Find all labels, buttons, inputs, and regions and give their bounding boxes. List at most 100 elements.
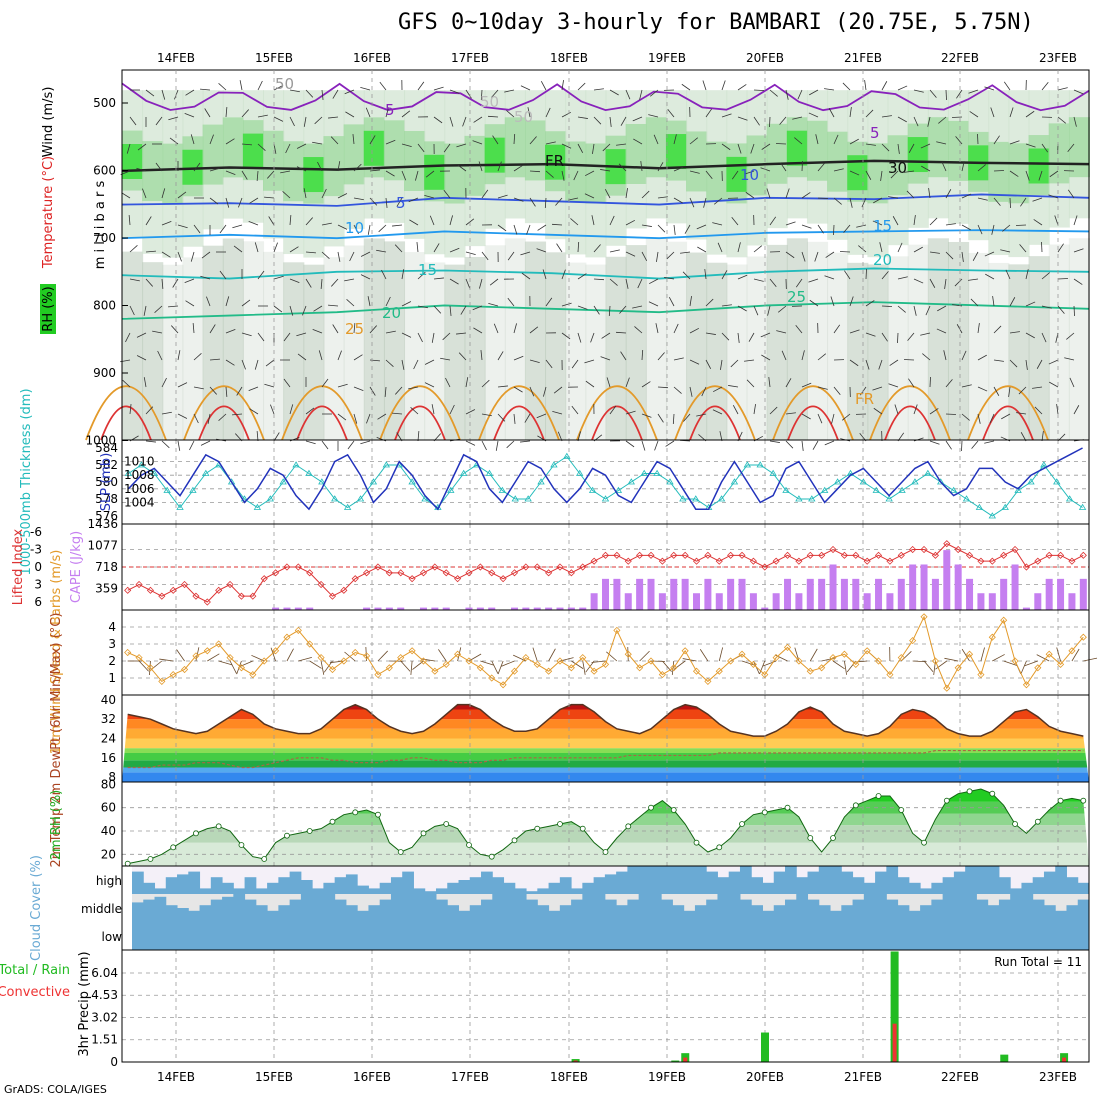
thickness-point	[730, 478, 739, 485]
cloud-bar-middle	[796, 894, 809, 922]
wind-barb	[865, 268, 867, 280]
ytick-pressure: 500	[93, 96, 116, 110]
wind-barb	[616, 143, 627, 146]
cloud-bar-high	[323, 882, 336, 894]
wind-barb	[365, 107, 371, 118]
wind-barb	[401, 170, 407, 181]
wind-barb	[209, 134, 214, 145]
wind-barb	[1000, 249, 1011, 253]
wind-barb	[888, 196, 899, 199]
wind-barb	[657, 413, 664, 423]
cloud-bar-low	[1010, 922, 1022, 950]
cloud-bar-high	[582, 882, 595, 894]
wind-barb	[641, 413, 652, 418]
cloud-bar-middle	[154, 896, 167, 922]
wind-barb	[654, 440, 659, 451]
wind-barb	[641, 224, 652, 227]
wind-barb	[184, 278, 195, 283]
rh-shade-cell	[1028, 148, 1050, 184]
lifted-index-point	[1045, 551, 1053, 559]
thickness-point	[356, 495, 365, 502]
wind-speed-point	[260, 657, 268, 665]
wind-barb	[360, 87, 371, 91]
thickness-point	[421, 495, 429, 502]
wind-barb	[481, 440, 487, 451]
cloud-bar-low	[458, 922, 471, 950]
lifted-index-point	[124, 586, 132, 594]
surface-wind-barb	[410, 660, 413, 675]
wind-barb	[360, 251, 371, 257]
wind-barb	[878, 359, 883, 370]
wind-barb	[168, 305, 179, 308]
cape-bar	[419, 607, 427, 610]
wind-barb	[256, 431, 259, 442]
date-label-bottom: 20FEB	[746, 1070, 784, 1084]
wind-barb	[171, 325, 179, 334]
wind-speed-point	[658, 671, 666, 679]
cloud-bar-high	[413, 888, 426, 894]
wind-barb	[737, 332, 740, 343]
rh-shade-cell	[827, 252, 849, 440]
wind-speed-point	[727, 657, 735, 665]
cloud-bar-low	[751, 922, 763, 950]
date-label-bottom: 22FEB	[941, 1070, 979, 1084]
cloud-bar-low	[514, 922, 527, 950]
lifted-index-point	[852, 551, 860, 559]
isotherm-20	[121, 301, 1090, 320]
rh-point	[875, 793, 882, 799]
wind-barb	[812, 440, 819, 450]
cloud-bar-middle	[323, 894, 336, 922]
cloud-bar-high	[458, 880, 471, 894]
wind-barb	[337, 161, 341, 172]
wind-barb	[337, 224, 348, 230]
ytick-precip: 4.53	[91, 988, 118, 1002]
wind-barb	[801, 160, 803, 172]
cape-bar	[1000, 578, 1008, 610]
wind-barb	[968, 89, 979, 94]
cape-bar	[818, 578, 826, 610]
cloud-bar-middle	[1055, 910, 1067, 922]
isotherm-25	[379, 385, 461, 441]
wind-barb	[865, 300, 875, 307]
thickness-point	[227, 478, 236, 485]
wind-barb	[303, 116, 307, 127]
cloud-bar-low	[863, 922, 876, 950]
wind-barb	[473, 116, 483, 123]
rh-point	[625, 823, 632, 830]
wind-barb	[785, 378, 792, 388]
wind-barb	[1002, 224, 1011, 232]
wind-barb	[593, 278, 605, 281]
wind-barb	[672, 413, 675, 425]
wind-barb	[381, 269, 387, 280]
cloud-bar-low	[785, 922, 797, 950]
lifted-index-point	[863, 557, 871, 565]
thickness-point	[937, 478, 945, 485]
wind-barb	[385, 359, 394, 367]
cloud-bar-middle	[998, 899, 1011, 922]
thickness-point	[833, 478, 842, 485]
wind-speed-point	[863, 647, 871, 655]
rh-shade-cell	[283, 262, 305, 440]
lifted-index-point	[613, 551, 621, 559]
wind-barb	[201, 251, 211, 259]
series-slp-line	[127, 447, 1083, 511]
surface-wind-barb	[1071, 648, 1080, 662]
wind-barb	[443, 143, 451, 153]
wind-barb	[232, 224, 243, 229]
cloud-bar-high	[390, 877, 403, 894]
wind-barb	[337, 413, 347, 421]
wind-barb	[395, 386, 403, 395]
ytick-cape: 359	[95, 582, 118, 596]
wind-barb	[681, 83, 691, 91]
wind-barb	[449, 404, 455, 415]
cloud-bar-middle	[785, 899, 797, 922]
wind-barb	[608, 305, 611, 317]
wind-barb	[273, 275, 284, 280]
wind-barb	[704, 269, 707, 280]
surface-wind-barb	[759, 660, 766, 675]
wind-barb	[879, 242, 883, 253]
date-label-top: 17FEB	[451, 51, 489, 65]
wind-barb	[1057, 243, 1064, 253]
wind-barb	[369, 135, 376, 145]
cloud-bar-low	[143, 922, 156, 950]
